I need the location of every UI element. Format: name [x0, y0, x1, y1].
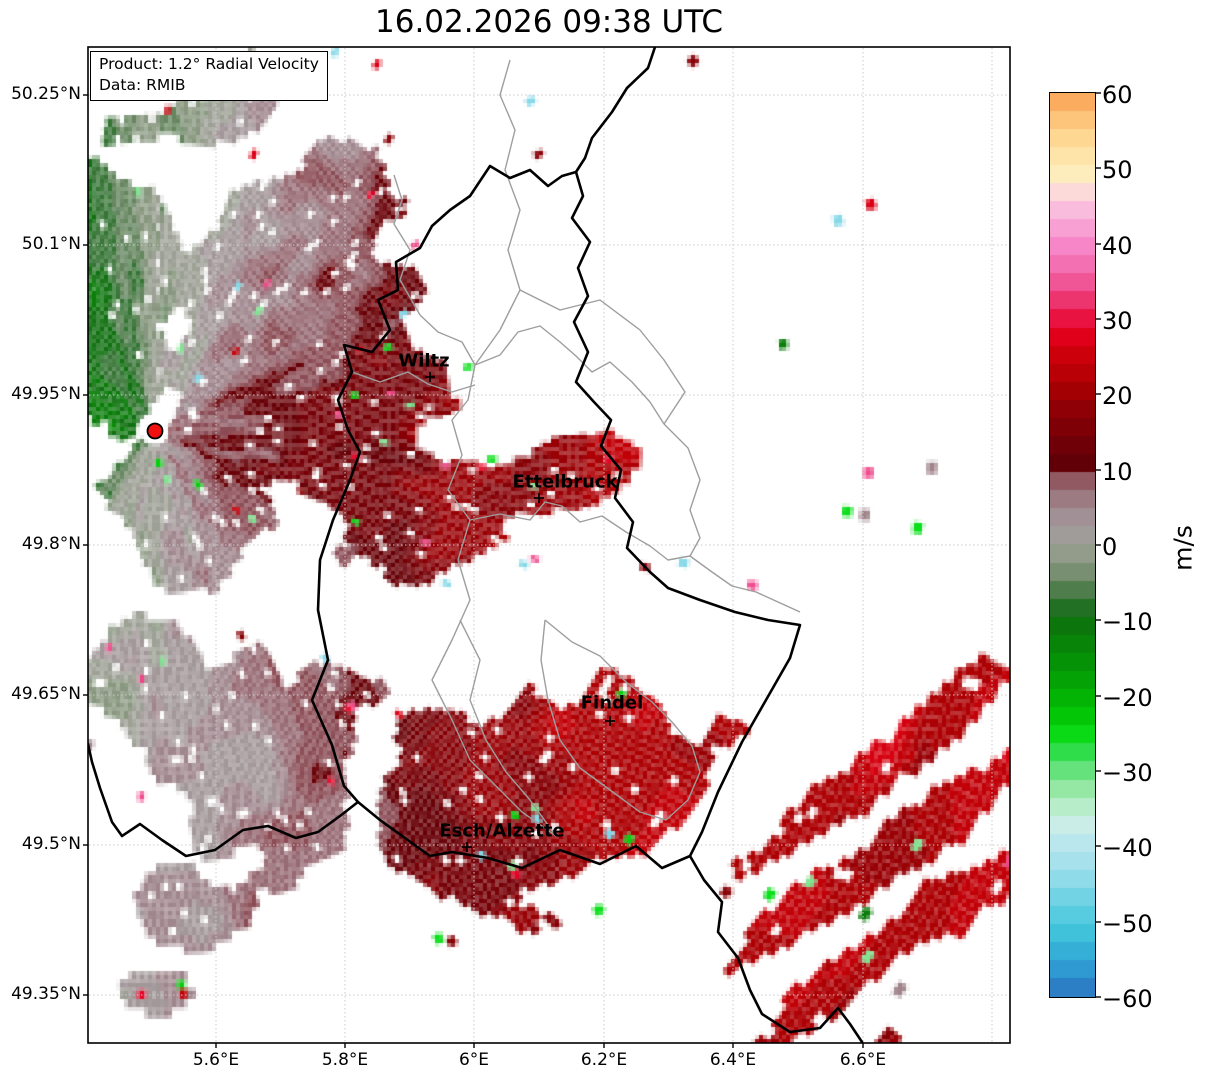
lon-tick-label: 5.6°E: [192, 1050, 240, 1070]
product-line: Product: 1.2° Radial Velocity: [99, 55, 319, 73]
colorbar: [1049, 92, 1096, 998]
lon-tick-label: 6.2°E: [580, 1050, 628, 1070]
data-source-line: Data: RMIB: [99, 75, 186, 94]
lat-tick-label: 49.5°N: [21, 834, 81, 854]
lat-tick-label: 50.1°N: [21, 234, 81, 254]
radar-velocity-field: [88, 47, 1010, 1043]
colorbar-unit-label: m/s: [1168, 525, 1198, 571]
colorbar-tick-marks: [1096, 92, 1101, 998]
colorbar-tick-label: −40: [1102, 834, 1153, 862]
map-plot-area: [88, 47, 1010, 1043]
colorbar-tick-label: −30: [1102, 759, 1153, 787]
lat-tick-label: 49.95°N: [11, 384, 81, 404]
city-label-esch: Esch/Alzette: [439, 820, 565, 842]
colorbar-tick-label: 20: [1102, 382, 1133, 410]
colorbar-tick-label: −50: [1102, 910, 1153, 938]
lon-tick-label: 5.8°E: [321, 1050, 369, 1070]
page-title: 16.02.2026 09:38 UTC: [375, 4, 723, 40]
lat-tick-label: 49.35°N: [11, 984, 81, 1004]
lon-tick-label: 6.6°E: [839, 1050, 887, 1070]
colorbar-tick-label: 50: [1102, 156, 1133, 184]
product-info-box: Product: 1.2° Radial Velocity Data: RMIB: [90, 51, 328, 101]
colorbar-tick-label: 40: [1102, 232, 1133, 260]
colorbar-tick-label: 30: [1102, 307, 1133, 335]
lon-tick-label: 6.4°E: [709, 1050, 757, 1070]
city-label-ettelbruck: Ettelbruck: [512, 471, 618, 493]
lon-tick-label: 6°E: [458, 1050, 490, 1070]
lat-tick-label: 49.8°N: [21, 534, 81, 554]
colorbar-tick-label: −20: [1102, 684, 1153, 712]
lat-tick-label: 50.25°N: [11, 84, 81, 104]
colorbar-tick-label: 0: [1102, 533, 1118, 561]
colorbar-tick-label: 60: [1102, 81, 1133, 109]
colorbar-gradient: [1050, 93, 1095, 997]
city-label-findel: Findel: [580, 692, 644, 714]
lat-tick-label: 49.65°N: [11, 684, 81, 704]
colorbar-tick-label: 10: [1102, 458, 1133, 486]
colorbar-tick-label: −60: [1102, 985, 1153, 1013]
colorbar-tick-label: −10: [1102, 608, 1153, 636]
city-label-wiltz: Wiltz: [398, 350, 450, 372]
